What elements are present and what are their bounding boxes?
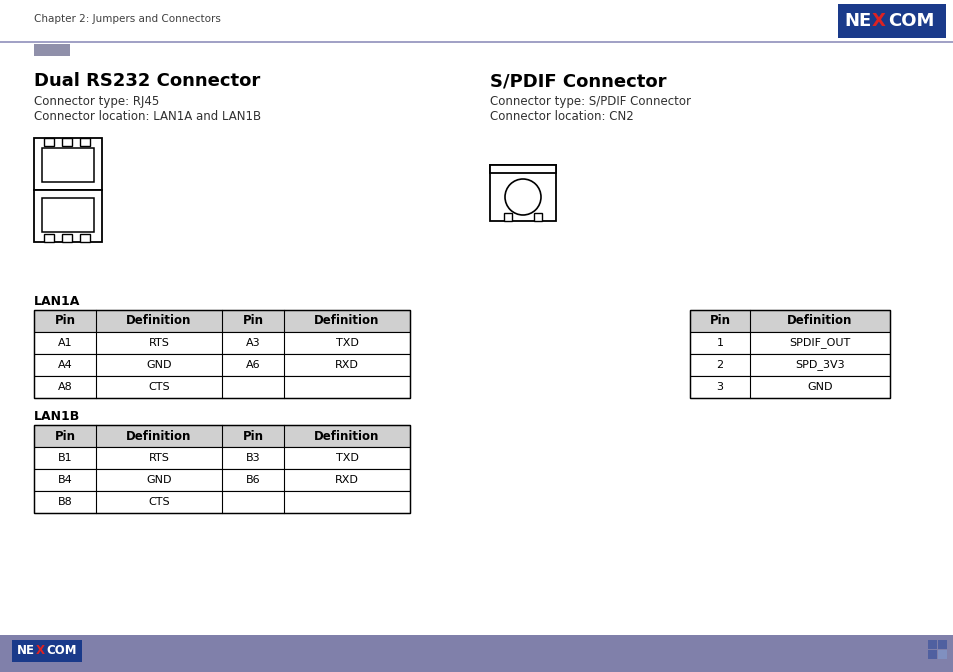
Bar xyxy=(490,165,556,173)
Text: LAN1A: LAN1A xyxy=(34,295,80,308)
Bar xyxy=(34,44,70,56)
Text: B8: B8 xyxy=(57,497,72,507)
Bar xyxy=(503,213,512,221)
Bar xyxy=(689,310,889,332)
Text: Connector location: CN2: Connector location: CN2 xyxy=(490,110,633,123)
Bar xyxy=(12,640,82,662)
Bar xyxy=(534,213,541,221)
Text: A1: A1 xyxy=(57,338,72,348)
Bar xyxy=(927,640,936,649)
Text: 2: 2 xyxy=(716,360,722,370)
Text: A6: A6 xyxy=(246,360,260,370)
Text: Definition: Definition xyxy=(314,314,379,327)
Bar xyxy=(689,332,889,354)
Bar xyxy=(34,190,102,242)
Text: Dual RS232 Connector: Dual RS232 Connector xyxy=(34,72,260,90)
Text: B1: B1 xyxy=(57,453,72,463)
Text: RXD: RXD xyxy=(335,475,358,485)
Text: B4: B4 xyxy=(57,475,72,485)
Text: Pin: Pin xyxy=(242,429,263,442)
Bar xyxy=(80,138,90,146)
Text: A4: A4 xyxy=(57,360,72,370)
Text: COM: COM xyxy=(46,644,76,657)
Text: B6: B6 xyxy=(246,475,260,485)
Bar xyxy=(937,640,946,649)
Text: Pin: Pin xyxy=(242,314,263,327)
Text: NDiS B862/B842 User Manual: NDiS B862/B842 User Manual xyxy=(808,664,941,672)
Bar xyxy=(62,234,71,242)
Bar xyxy=(490,165,556,221)
Text: 3: 3 xyxy=(716,382,722,392)
Bar xyxy=(689,354,889,376)
Bar xyxy=(44,138,54,146)
Text: Definition: Definition xyxy=(314,429,379,442)
Bar xyxy=(837,4,945,38)
Bar xyxy=(80,234,90,242)
Text: TXD: TXD xyxy=(335,338,358,348)
Text: RTS: RTS xyxy=(149,338,170,348)
Text: GND: GND xyxy=(146,360,172,370)
Bar xyxy=(927,650,936,659)
Bar xyxy=(937,650,946,659)
Text: GND: GND xyxy=(146,475,172,485)
Bar xyxy=(34,425,410,447)
Text: CTS: CTS xyxy=(148,497,170,507)
Text: A3: A3 xyxy=(246,338,260,348)
Text: Connector type: S/PDIF Connector: Connector type: S/PDIF Connector xyxy=(490,95,690,108)
Text: CTS: CTS xyxy=(148,382,170,392)
Bar xyxy=(689,310,889,398)
Text: Pin: Pin xyxy=(709,314,730,327)
Text: Pin: Pin xyxy=(54,314,75,327)
Bar xyxy=(34,310,410,398)
Text: SPDIF_OUT: SPDIF_OUT xyxy=(788,337,850,349)
Bar xyxy=(62,138,71,146)
Text: Pin: Pin xyxy=(54,429,75,442)
Text: Chapter 2: Jumpers and Connectors: Chapter 2: Jumpers and Connectors xyxy=(34,14,221,24)
Bar xyxy=(34,138,102,190)
Bar xyxy=(34,447,410,469)
Bar xyxy=(34,376,410,398)
Text: SPD_3V3: SPD_3V3 xyxy=(795,360,844,370)
Bar xyxy=(42,148,94,182)
Bar xyxy=(34,491,410,513)
Bar xyxy=(34,310,410,332)
Text: TXD: TXD xyxy=(335,453,358,463)
Text: 1: 1 xyxy=(716,338,722,348)
Bar xyxy=(34,425,410,513)
Text: NE: NE xyxy=(17,644,35,657)
Text: Definition: Definition xyxy=(126,314,192,327)
Text: RTS: RTS xyxy=(149,453,170,463)
Bar xyxy=(689,376,889,398)
Text: X: X xyxy=(871,12,885,30)
Text: COM: COM xyxy=(887,12,933,30)
Bar xyxy=(34,354,410,376)
Text: X: X xyxy=(36,644,45,657)
Bar xyxy=(34,332,410,354)
Text: Connector type: RJ45: Connector type: RJ45 xyxy=(34,95,159,108)
Text: B3: B3 xyxy=(246,453,260,463)
Text: Connector location: LAN1A and LAN1B: Connector location: LAN1A and LAN1B xyxy=(34,110,261,123)
Text: RXD: RXD xyxy=(335,360,358,370)
Bar xyxy=(0,635,953,672)
Text: LAN1B: LAN1B xyxy=(34,410,80,423)
Bar xyxy=(34,469,410,491)
Text: GND: GND xyxy=(806,382,832,392)
Text: Definition: Definition xyxy=(126,429,192,442)
Text: A8: A8 xyxy=(57,382,72,392)
Text: 15: 15 xyxy=(469,662,484,672)
Bar xyxy=(44,234,54,242)
Text: S/PDIF Connector: S/PDIF Connector xyxy=(490,72,666,90)
Text: Definition: Definition xyxy=(786,314,852,327)
Text: Copyright © 2013 NEXCOM International Co., Ltd. All Rights Reserved.: Copyright © 2013 NEXCOM International Co… xyxy=(12,664,331,672)
Bar xyxy=(42,198,94,232)
Text: NE: NE xyxy=(843,12,870,30)
